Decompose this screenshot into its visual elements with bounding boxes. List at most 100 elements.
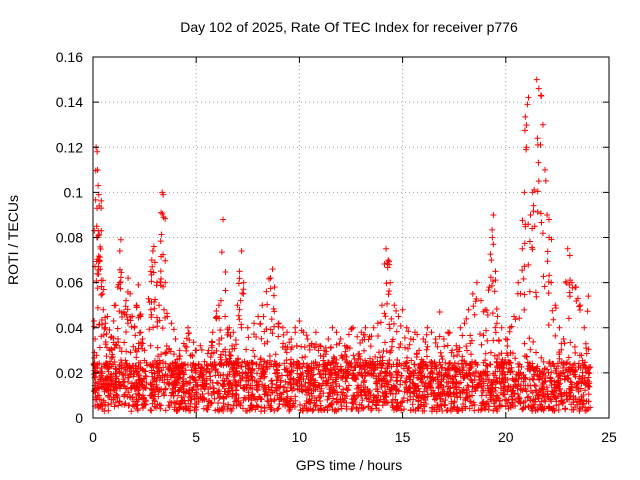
- data-point: [103, 353, 110, 360]
- data-point: [487, 389, 494, 396]
- data-point: [326, 389, 333, 396]
- data-point: [551, 378, 558, 385]
- data-point: [436, 308, 443, 315]
- data-point: [505, 365, 512, 372]
- data-point: [296, 401, 303, 408]
- data-point: [359, 397, 366, 404]
- data-point: [226, 355, 233, 362]
- data-point: [330, 376, 337, 383]
- data-point: [162, 279, 169, 286]
- data-point: [585, 293, 592, 300]
- data-point: [394, 357, 401, 364]
- data-point: [98, 381, 105, 388]
- data-point: [222, 346, 229, 353]
- data-point: [521, 240, 528, 247]
- data-point: [226, 380, 233, 387]
- data-point: [251, 353, 258, 360]
- data-point: [145, 295, 152, 302]
- data-point: [399, 398, 406, 405]
- data-point: [268, 316, 275, 323]
- data-point: [469, 383, 476, 390]
- data-point: [484, 382, 491, 389]
- data-point: [486, 392, 493, 399]
- x-tick-label: 0: [89, 429, 97, 445]
- data-point: [462, 397, 469, 404]
- data-point: [464, 373, 471, 380]
- data-point: [200, 405, 207, 412]
- data-point: [374, 380, 381, 387]
- data-point: [152, 296, 159, 303]
- data-point: [160, 390, 167, 397]
- data-point: [100, 286, 107, 293]
- data-point: [521, 189, 528, 196]
- data-point: [223, 393, 230, 400]
- data-point: [269, 380, 276, 387]
- data-point: [186, 329, 193, 336]
- data-point: [579, 357, 586, 364]
- data-point: [427, 382, 434, 389]
- data-point: [308, 360, 315, 367]
- data-point: [424, 391, 431, 398]
- data-point: [243, 370, 250, 377]
- data-point: [229, 390, 236, 397]
- data-point: [333, 329, 340, 336]
- data-point: [135, 396, 142, 403]
- data-point: [505, 396, 512, 403]
- data-point: [504, 400, 511, 407]
- data-point: [373, 386, 380, 393]
- data-point: [236, 268, 243, 275]
- data-point: [259, 302, 266, 309]
- data-point: [151, 259, 158, 266]
- data-point: [312, 377, 319, 384]
- data-point: [96, 231, 103, 238]
- data-point: [385, 291, 392, 298]
- data-point: [146, 326, 153, 333]
- data-point: [193, 391, 200, 397]
- data-point: [296, 317, 303, 324]
- data-point: [133, 390, 139, 397]
- data-point: [245, 392, 252, 399]
- data-point: [439, 364, 446, 371]
- data-point: [255, 365, 262, 372]
- data-point: [534, 188, 541, 195]
- data-point: [115, 402, 122, 409]
- data-point: [526, 376, 533, 383]
- data-point: [226, 387, 233, 394]
- data-point: [489, 278, 496, 285]
- data-point: [290, 376, 297, 383]
- data-point: [243, 346, 250, 353]
- data-point: [381, 260, 388, 267]
- data-point: [248, 397, 255, 404]
- data-point: [354, 385, 361, 392]
- data-point: [509, 350, 516, 357]
- data-point: [92, 167, 99, 174]
- data-point: [325, 336, 332, 343]
- data-point: [300, 360, 307, 367]
- data-point: [576, 303, 583, 310]
- data-point: [404, 389, 411, 396]
- data-point: [446, 329, 453, 336]
- data-point: [308, 367, 315, 374]
- data-point: [240, 290, 247, 297]
- data-point: [445, 378, 452, 385]
- data-point: [489, 234, 496, 241]
- data-point: [383, 393, 390, 400]
- data-point: [552, 302, 559, 309]
- data-point: [558, 340, 565, 347]
- data-point: [137, 311, 144, 318]
- data-point: [190, 339, 197, 346]
- data-point: [274, 367, 281, 374]
- data-point: [531, 382, 538, 389]
- data-point: [98, 316, 105, 323]
- data-point: [529, 225, 536, 232]
- data-point: [504, 336, 511, 343]
- data-point: [233, 367, 240, 374]
- data-point: [95, 253, 102, 260]
- data-point: [552, 367, 559, 374]
- data-point: [506, 328, 513, 335]
- data-point: [220, 362, 227, 369]
- data-point: [386, 325, 393, 332]
- data-point: [155, 364, 162, 371]
- data-point: [572, 404, 579, 411]
- data-point: [585, 374, 592, 381]
